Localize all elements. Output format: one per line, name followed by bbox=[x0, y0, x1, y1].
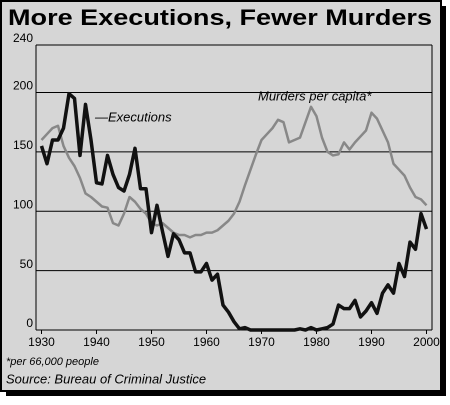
series-line bbox=[39, 91, 429, 332]
x-tick-label: 2000 bbox=[413, 335, 440, 349]
y-tick-label: 0 bbox=[26, 316, 33, 330]
y-tick-label: 150 bbox=[13, 138, 33, 152]
annotation: Murders per capita* bbox=[258, 88, 372, 103]
y-tick-label: 200 bbox=[13, 79, 33, 93]
annotation: —Executions bbox=[94, 109, 172, 124]
chart-title: More Executions, Fewer Murders bbox=[8, 5, 432, 30]
x-tick-label: 1960 bbox=[193, 335, 220, 349]
y-tick-label: 100 bbox=[13, 197, 33, 211]
footnote: *per 66,000 people bbox=[6, 356, 99, 368]
series-line bbox=[40, 105, 428, 239]
x-tick-label: 1980 bbox=[303, 335, 330, 349]
x-tick-label: 1990 bbox=[358, 335, 385, 349]
x-tick-label: 1930 bbox=[28, 335, 55, 349]
y-tick-label: 240 bbox=[13, 31, 33, 45]
x-tick-label: 1970 bbox=[248, 335, 275, 349]
source: Source: Bureau of Criminal Justice bbox=[6, 371, 206, 386]
frame bbox=[0, 0, 442, 392]
x-tick-label: 1940 bbox=[83, 335, 110, 349]
x-tick-label: 1950 bbox=[138, 335, 165, 349]
y-tick-label: 50 bbox=[20, 257, 34, 271]
